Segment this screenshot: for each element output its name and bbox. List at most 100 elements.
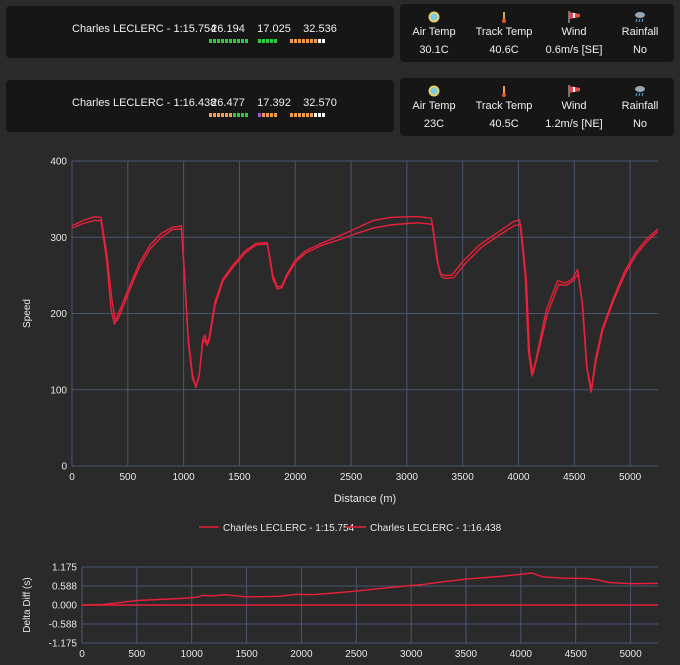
windsock-icon xyxy=(542,10,606,24)
minisector-block xyxy=(302,113,305,117)
minisector-block xyxy=(290,113,293,117)
minisector-block xyxy=(294,113,297,117)
minisector-block xyxy=(213,113,216,117)
rainfall-block: Rainfall No xyxy=(608,10,672,56)
track-temp-label: Track Temp xyxy=(475,100,533,112)
minisector-block xyxy=(318,39,321,43)
minisector-block xyxy=(302,39,305,43)
x-tick-label: 2000 xyxy=(290,649,313,660)
minisector-block xyxy=(225,113,228,117)
speed-chart: 0 500 1000 1500 2000 2500 3000 3500 4000 4500 5000… xyxy=(22,157,659,534)
x-tick-label: 4000 xyxy=(507,472,530,483)
wind-value: 1.2m/s [NE] xyxy=(545,118,603,130)
minisector-block xyxy=(306,113,309,117)
rainfall-block: Rainfall No xyxy=(608,84,672,130)
minisectors-s2 xyxy=(258,39,277,43)
rainfall-label: Rainfall xyxy=(621,26,659,38)
x-tick-label: 3500 xyxy=(452,472,475,483)
lap-card-2: Charles LECLERC - 1:16.438 26.477 17.392… xyxy=(6,80,394,132)
legend-label: Charles LECLERC - 1:16.438 xyxy=(370,523,502,534)
minisector-block xyxy=(266,39,269,43)
minisector-block xyxy=(241,113,244,117)
minisector-block xyxy=(310,39,313,43)
minisectors-s2 xyxy=(258,113,277,117)
y-tick-label: -0.588 xyxy=(49,620,78,631)
y-tick-label: 200 xyxy=(50,309,67,320)
y-tick-label: 0.000 xyxy=(52,601,77,612)
track-temp-value: 40.5C xyxy=(489,118,519,130)
track-temp-value: 40.6C xyxy=(489,44,519,56)
series-line-2 xyxy=(71,219,659,391)
minisector-block xyxy=(241,39,244,43)
track-temp-block: Track Temp 40.5C xyxy=(472,84,536,130)
series-line-1 xyxy=(81,572,659,606)
y-tick-label: 100 xyxy=(50,385,67,396)
weather-card-2: Air Temp 23C Track Temp 40.5C Wind 1.2m/… xyxy=(400,78,674,136)
track-temp-block: Track Temp 40.6C xyxy=(472,10,536,56)
sun-cloud-icon xyxy=(402,84,466,98)
x-tick-label: 4500 xyxy=(563,472,586,483)
y-axis-label: Speed xyxy=(22,299,33,328)
y-tick-label: 300 xyxy=(50,233,67,244)
x-tick-label: 500 xyxy=(119,472,136,483)
air-temp-value: 23C xyxy=(423,118,445,130)
rainfall-value: No xyxy=(632,118,648,130)
minisector-block xyxy=(262,39,265,43)
minisector-block xyxy=(270,39,273,43)
minisector-block xyxy=(245,113,248,117)
minisectors-s3 xyxy=(290,39,325,43)
legend-label: Charles LECLERC - 1:15.754 xyxy=(223,523,355,534)
wind-block: Wind 0.6m/s [SE] xyxy=(542,10,606,56)
y-tick-label: 400 xyxy=(50,157,67,168)
air-temp-label: Air Temp xyxy=(412,100,456,112)
rainfall-label: Rainfall xyxy=(621,100,659,112)
x-tick-label: 4500 xyxy=(565,649,588,660)
sector-3-time: 32.570 xyxy=(303,97,337,109)
windsock-icon xyxy=(542,84,606,98)
y-tick-label: 0 xyxy=(61,462,67,473)
series-line-1 xyxy=(71,216,659,393)
sector-1-time: 26.194 xyxy=(211,23,245,35)
minisector-block xyxy=(221,39,224,43)
x-tick-label: 2500 xyxy=(345,649,368,660)
weather-card-1: Air Temp 30.1C Track Temp 40.6C Wind 0.6… xyxy=(400,4,674,62)
minisector-block xyxy=(314,113,317,117)
minisector-block xyxy=(294,39,297,43)
minisector-block xyxy=(221,113,224,117)
minisectors-s1 xyxy=(209,39,248,43)
thermometer-icon xyxy=(472,84,536,98)
air-temp-label: Air Temp xyxy=(412,26,456,38)
minisector-block xyxy=(217,113,220,117)
rain-cloud-icon xyxy=(608,10,672,24)
minisector-block xyxy=(274,39,277,43)
x-tick-label: 0 xyxy=(79,649,85,660)
minisector-block xyxy=(237,39,240,43)
minisector-block xyxy=(229,39,232,43)
minisector-block xyxy=(270,113,273,117)
x-axis-label: Distance (m) xyxy=(334,493,396,505)
minisector-block xyxy=(229,113,232,117)
sector-3-time: 32.536 xyxy=(303,23,337,35)
minisector-block xyxy=(258,39,261,43)
lap-title: Charles LECLERC - 1:15.754 xyxy=(72,23,217,35)
x-tick-label: 3000 xyxy=(396,472,419,483)
wind-label: Wind xyxy=(561,26,587,38)
sector-2-time: 17.025 xyxy=(257,23,291,35)
minisector-block xyxy=(322,39,325,43)
y-tick-label: 0.588 xyxy=(52,581,77,592)
minisector-block xyxy=(245,39,248,43)
x-tick-label: 500 xyxy=(129,649,146,660)
minisector-block xyxy=(213,39,216,43)
wind-label: Wind xyxy=(561,100,587,112)
minisector-block xyxy=(209,113,212,117)
x-tick-label: 0 xyxy=(69,472,75,483)
sector-2-time: 17.392 xyxy=(257,97,291,109)
minisectors-s3 xyxy=(290,113,325,117)
minisector-block xyxy=(209,39,212,43)
minisector-block xyxy=(237,113,240,117)
minisector-block xyxy=(233,39,236,43)
minisector-block xyxy=(310,113,313,117)
rain-cloud-icon xyxy=(608,84,672,98)
air-temp-block: Air Temp 23C xyxy=(402,84,466,130)
minisector-block xyxy=(298,39,301,43)
